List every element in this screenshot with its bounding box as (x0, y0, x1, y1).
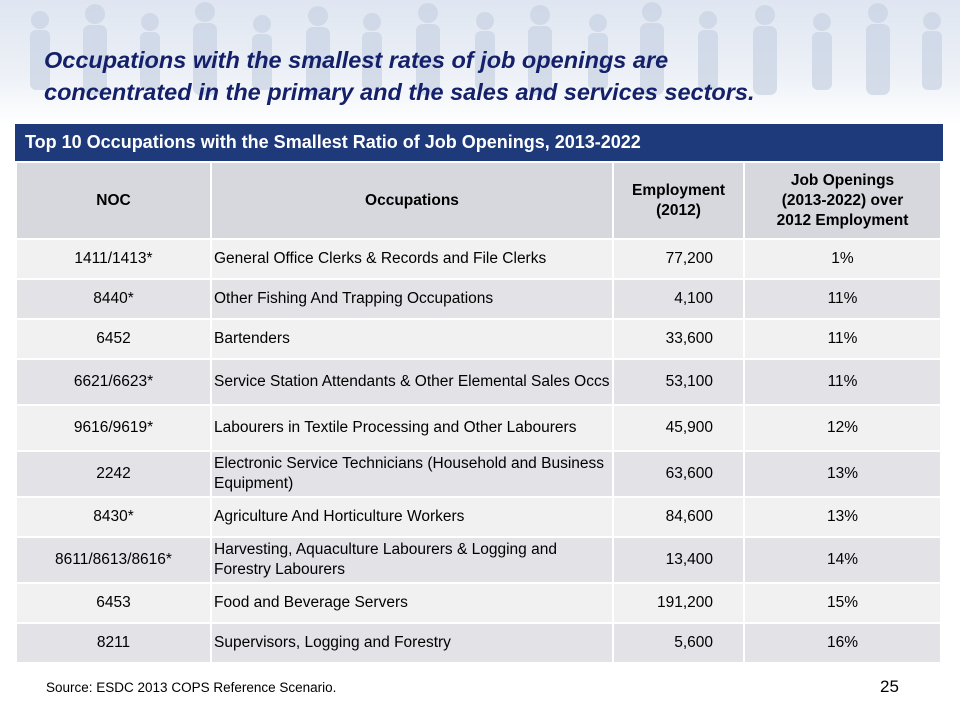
ratio-cell: 16% (743, 622, 942, 664)
employment-header-line-2: (2012) (656, 201, 701, 219)
employment-cell: 13,400 (612, 536, 745, 584)
table-row: 9616/9619* Labourers in Textile Processi… (15, 404, 942, 452)
ratio-header-line-2: (2013-2022) over (781, 191, 904, 209)
noc-cell: 6621/6623* (15, 358, 212, 406)
occupation-cell: Supervisors, Logging and Forestry (210, 622, 614, 664)
occupation-cell: Labourers in Textile Processing and Othe… (210, 404, 614, 452)
table-row: 8430* Agriculture And Horticulture Worke… (15, 496, 942, 538)
source-note: Source: ESDC 2013 COPS Reference Scenari… (46, 680, 337, 695)
table-row: 1411/1413* General Office Clerks & Recor… (15, 238, 942, 280)
page-number: 25 (880, 677, 899, 696)
ratio-cell: 13% (743, 450, 942, 498)
ratio-header-line-3: 2012 Employment (776, 211, 909, 229)
column-header-ratio: Job Openings (2013-2022) over 2012 Emplo… (743, 161, 942, 240)
employment-cell: 84,600 (612, 496, 745, 538)
occupation-cell: Harvesting, Aquaculture Labourers & Logg… (210, 536, 614, 584)
table-row: 6453 Food and Beverage Servers 191,200 1… (15, 582, 942, 624)
noc-cell: 8440* (15, 278, 212, 320)
noc-cell: 2242 (15, 450, 212, 498)
ratio-header-line-1: Job Openings (790, 171, 895, 189)
headline-line-2: concentrated in the primary and the sale… (44, 79, 755, 105)
column-header-employment: Employment (2012) (612, 161, 745, 240)
occupation-cell: Electronic Service Technicians (Househol… (210, 450, 614, 498)
employment-cell: 4,100 (612, 278, 745, 320)
occupations-table-panel: Top 10 Occupations with the Smallest Rat… (15, 124, 943, 664)
ratio-cell: 15% (743, 582, 942, 624)
occupation-cell: Food and Beverage Servers (210, 582, 614, 624)
column-header-noc: NOC (15, 161, 212, 240)
table-row: 8211 Supervisors, Logging and Forestry 5… (15, 622, 942, 664)
employment-cell: 191,200 (612, 582, 745, 624)
occupations-table: NOC Occupations Employment (2012) Job Op… (15, 161, 942, 664)
ratio-cell: 14% (743, 536, 942, 584)
employment-header-line-1: Employment (631, 181, 725, 199)
ratio-cell: 11% (743, 318, 942, 360)
ratio-cell: 1% (743, 238, 942, 280)
ratio-cell: 11% (743, 278, 942, 320)
employment-cell: 53,100 (612, 358, 745, 406)
noc-cell: 8211 (15, 622, 212, 664)
occupation-cell: Agriculture And Horticulture Workers (210, 496, 614, 538)
table-header-row: NOC Occupations Employment (2012) Job Op… (15, 161, 942, 240)
occupation-cell: Service Station Attendants & Other Eleme… (210, 358, 614, 406)
table-row: 8440* Other Fishing And Trapping Occupat… (15, 278, 942, 320)
people-silhouettes-decoration (30, 2, 942, 95)
employment-cell: 77,200 (612, 238, 745, 280)
noc-cell: 9616/9619* (15, 404, 212, 452)
ratio-cell: 11% (743, 358, 942, 406)
occupation-cell: Other Fishing And Trapping Occupations (210, 278, 614, 320)
noc-cell: 8430* (15, 496, 212, 538)
occupation-cell: Bartenders (210, 318, 614, 360)
table-row: 6452 Bartenders 33,600 11% (15, 318, 942, 360)
noc-cell: 6453 (15, 582, 212, 624)
headline-line-1: Occupations with the smallest rates of j… (44, 47, 669, 73)
ratio-cell: 12% (743, 404, 942, 452)
noc-cell: 8611/8613/8616* (15, 536, 212, 584)
ratio-cell: 13% (743, 496, 942, 538)
table-row: 8611/8613/8616* Harvesting, Aquaculture … (15, 536, 942, 584)
employment-cell: 63,600 (612, 450, 745, 498)
slide-headline: Occupations with the smallest rates of j… (44, 44, 924, 108)
noc-cell: 6452 (15, 318, 212, 360)
table-row: 2242 Electronic Service Technicians (Hou… (15, 450, 942, 498)
column-header-occupations: Occupations (210, 161, 614, 240)
table-title: Top 10 Occupations with the Smallest Rat… (15, 124, 943, 161)
table-row: 6621/6623* Service Station Attendants & … (15, 358, 942, 406)
noc-cell: 1411/1413* (15, 238, 212, 280)
occupation-cell: General Office Clerks & Records and File… (210, 238, 614, 280)
employment-cell: 33,600 (612, 318, 745, 360)
employment-cell: 5,600 (612, 622, 745, 664)
employment-cell: 45,900 (612, 404, 745, 452)
